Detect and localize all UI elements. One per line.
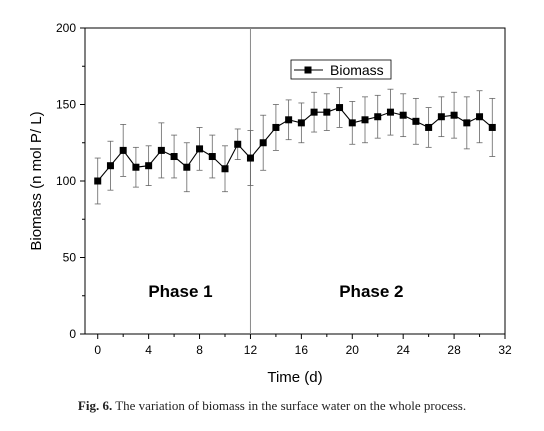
legend-box [290,59,392,80]
data-point [157,146,165,154]
phase-labels: Phase 1 Phase 2 [148,282,403,301]
y-tick-label: 100 [56,174,76,188]
data-point [348,119,356,127]
data-point [386,108,394,116]
figure-caption: Fig. 6. The variation of biomass in the … [0,398,544,414]
data-point [297,119,305,127]
x-tick-label: 12 [244,343,258,357]
error-bars [94,87,496,205]
y-tick-label: 150 [56,98,76,112]
y-tick-label: 200 [56,21,76,35]
data-point [425,123,433,131]
x-tick-label: 32 [498,343,512,357]
data-point [246,154,254,162]
data-point [437,113,445,121]
data-point [106,162,114,170]
data-point [170,153,178,161]
y-axis-label: Biomass (n mol P/ L) [28,111,45,250]
x-tick-label: 16 [295,343,309,357]
data-point [196,145,204,153]
data-point [374,113,382,121]
data-point [450,111,458,119]
data-point [94,177,102,185]
legend-label: Biomass [330,62,384,78]
phase-label: Phase 1 [148,282,212,301]
data-point [145,162,153,170]
data-point [221,165,229,173]
data-point [361,116,369,124]
legend-marker-icon [304,66,312,74]
data-point [476,113,484,121]
x-tick-label: 20 [346,343,360,357]
data-point [488,123,496,131]
x-axis-label: Time (d) [267,369,322,386]
data-point [259,139,267,147]
data-point [310,108,318,116]
data-point [412,117,420,125]
x-tick-label: 8 [196,343,203,357]
x-tick-label: 24 [397,343,411,357]
y-tick-label: 0 [69,327,76,341]
biomass-series-line [97,106,493,182]
data-point [285,116,293,124]
data-point [119,146,127,154]
data-point [132,163,140,171]
data-point [234,140,242,148]
data-point [208,153,216,161]
data-point [336,104,344,112]
data-point [323,108,331,116]
biomass-markers [94,104,496,185]
figure-caption-text: The variation of biomass in the surface … [115,398,467,413]
figure-caption-label: Fig. 6. [77,398,113,413]
legend: Biomass [290,59,392,80]
data-point [463,119,471,127]
data-point [272,123,280,131]
x-tick-label: 28 [447,343,461,357]
x-tick-label: 0 [94,343,101,357]
data-point [399,111,407,119]
data-point [183,163,191,171]
x-tick-label: 4 [145,343,152,357]
y-tick-label: 50 [63,251,77,265]
axis-ticks: 0 4 8 12 16 20 24 28 32 0 50 100 150 200 [56,21,512,357]
phase-label: Phase 2 [339,282,403,301]
